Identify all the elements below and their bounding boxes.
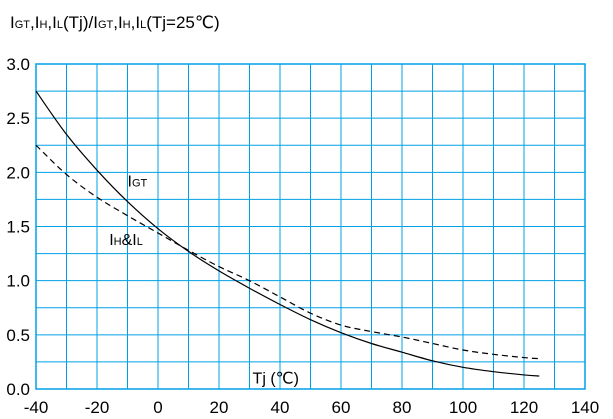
title-part: ,I xyxy=(131,13,140,32)
ihil-label-sub: H xyxy=(114,236,122,248)
x-tick-label: -40 xyxy=(24,398,49,417)
title-part: (Tj)/I xyxy=(63,13,98,32)
x-tick-label: 140 xyxy=(571,398,599,417)
y-tick-label: 1.5 xyxy=(6,218,30,237)
x-tick-label: 60 xyxy=(332,398,351,417)
x-tick-label: 0 xyxy=(153,398,162,417)
ihil-label-part: &I xyxy=(122,232,137,249)
title-part: ,I xyxy=(113,13,122,32)
series-line-ih-il xyxy=(36,145,539,358)
title-part: ,I xyxy=(47,13,56,32)
x-tick-label: 80 xyxy=(393,398,412,417)
y-tick-label: 2.5 xyxy=(6,109,30,128)
title-sub: GT xyxy=(15,19,31,31)
x-tick-label: 20 xyxy=(210,398,229,417)
title-part: (Tj=25℃) xyxy=(146,13,219,32)
x-tick-label: -20 xyxy=(85,398,110,417)
y-tick-label: 3.0 xyxy=(6,55,30,74)
igt-curve-label: IGT xyxy=(128,173,148,190)
y-tick-label: 0.5 xyxy=(6,326,30,345)
title-part: ,I xyxy=(30,13,39,32)
title-sub: H xyxy=(39,19,47,31)
x-tick-label: 120 xyxy=(510,398,538,417)
x-tick-label: 40 xyxy=(271,398,290,417)
y-axis-ticks: 0.0 0.5 1.0 1.5 2.0 2.5 3.0 xyxy=(6,55,30,399)
grid xyxy=(36,64,585,389)
igt-label-sub: GT xyxy=(132,177,148,189)
x-axis-label: Tj (℃) xyxy=(253,371,299,388)
ih-il-curve-label: IH&IL xyxy=(109,232,143,249)
ihil-label-sub: L xyxy=(137,236,143,248)
title-sub: GT xyxy=(98,19,114,31)
y-tick-label: 0.0 xyxy=(6,380,30,399)
y-tick-label: 1.0 xyxy=(6,272,30,291)
chart-title: IGT,IH,IL(Tj)/IGT,IH,IL(Tj=25℃) xyxy=(10,13,220,32)
title-sub: H xyxy=(123,19,131,31)
x-axis-ticks: -40 -20 0 20 40 60 80 100 120 140 xyxy=(24,398,599,417)
x-tick-label: 100 xyxy=(449,398,477,417)
y-tick-label: 2.0 xyxy=(6,163,30,182)
